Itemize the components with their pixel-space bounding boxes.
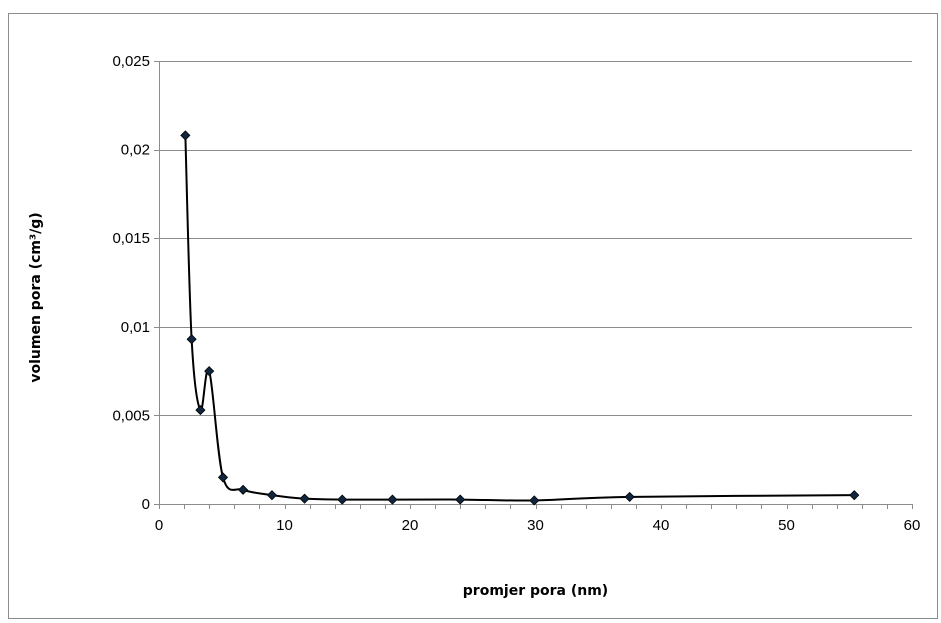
data-point-11 (529, 495, 540, 506)
data-point-6 (266, 490, 278, 501)
x-axis-title: promjer pora (nm) (463, 583, 608, 599)
y-axis-title: volumen pora (cm³/g) (28, 212, 44, 382)
x-tick-label-1: 10 (276, 517, 293, 534)
y-tick-label-2: 0,01 (121, 319, 150, 336)
x-tick-label-0: 0 (155, 517, 163, 534)
series (180, 130, 860, 506)
y-tick-label-5: 0,025 (112, 53, 150, 70)
data-point-1 (186, 334, 197, 345)
axes (154, 61, 913, 509)
data-point-4 (217, 472, 229, 483)
y-tick-label-1: 0,005 (112, 407, 150, 424)
data-point-5 (238, 484, 249, 495)
series-line-0 (184, 135, 855, 502)
grid-lines (159, 61, 912, 416)
data-point-2 (195, 405, 206, 416)
y-tick-label-3: 0,015 (112, 230, 150, 247)
y-tick-label-0: 0 (142, 496, 150, 513)
data-point-8 (337, 494, 348, 505)
x-tick-label-4: 40 (653, 517, 670, 534)
x-tick-label-3: 30 (527, 517, 544, 534)
data-point-9 (387, 494, 398, 505)
x-tick-label-2: 20 (402, 517, 419, 534)
data-point-0 (180, 130, 191, 141)
x-tick-label-6: 60 (904, 517, 921, 534)
x-tick-label-5: 50 (778, 517, 795, 534)
tick-labels: 0 0,005 0,01 0,015 0,02 0,025 0 10 20 30 40 50 60 (112, 53, 920, 534)
data-point-13 (849, 490, 860, 501)
data-point-7 (299, 493, 310, 504)
data-point-12 (624, 491, 635, 502)
chart-frame (8, 13, 938, 619)
data-point-3 (204, 366, 215, 377)
y-tick-label-4: 0,02 (121, 142, 150, 159)
data-point-10 (455, 494, 466, 505)
